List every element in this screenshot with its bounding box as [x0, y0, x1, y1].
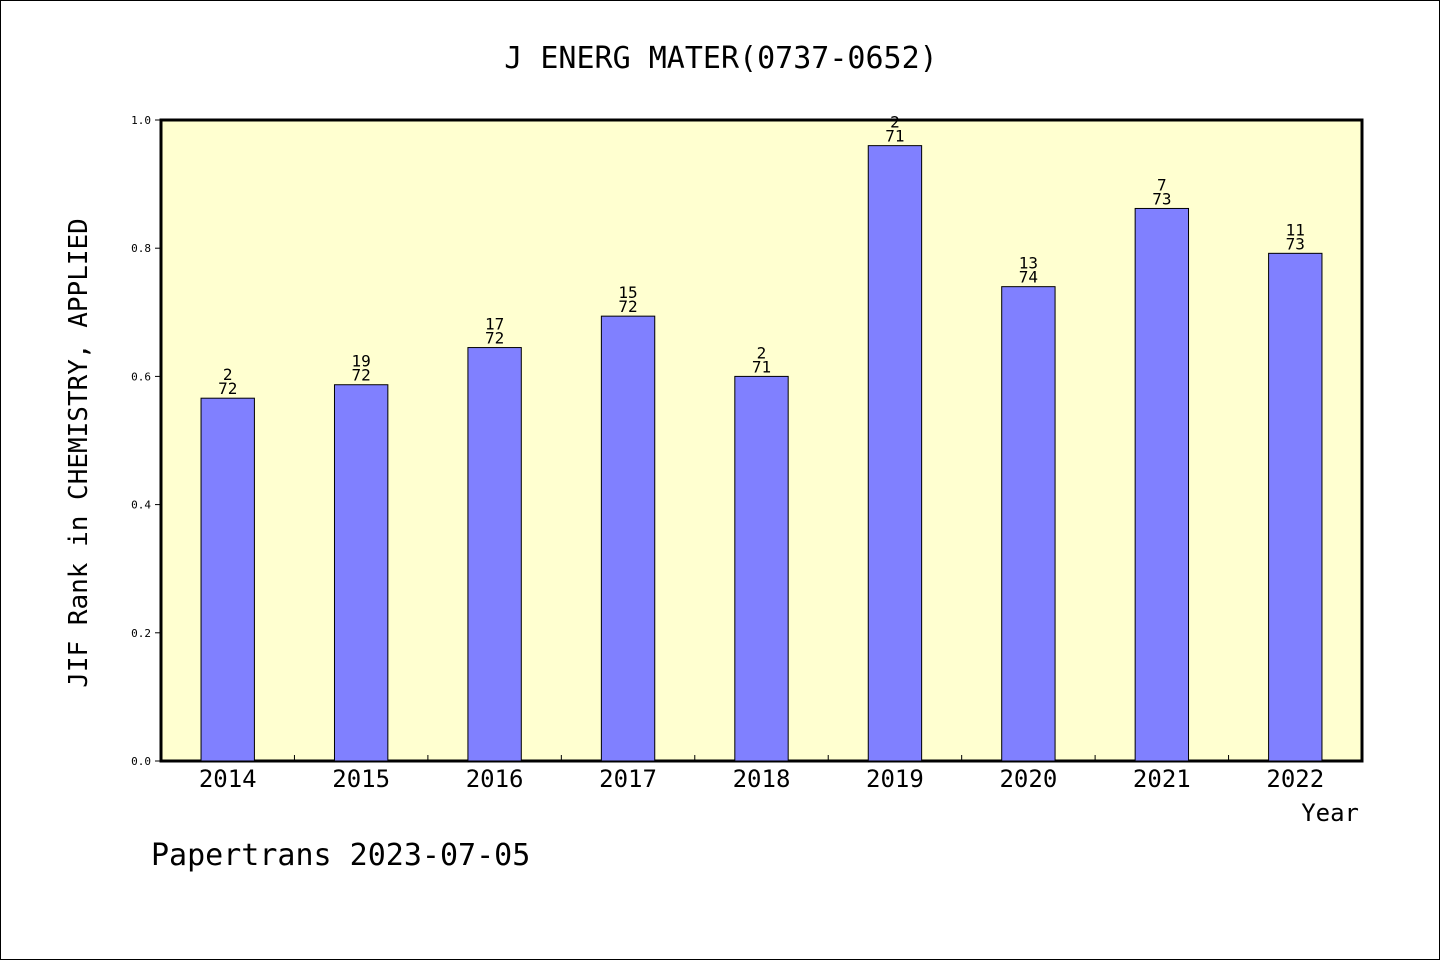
footer-credit: Papertrans 2023-07-05 [151, 838, 530, 873]
x-tick-label: 2016 [466, 765, 524, 793]
bar-rank-label: 2 [890, 113, 900, 132]
y-tick-label: 0.4 [131, 499, 151, 512]
bar-rank-label: 15 [618, 283, 637, 302]
bar-total-label: 72 [485, 329, 504, 348]
bar-total-label: 71 [885, 127, 904, 146]
x-tick-label: 2022 [1266, 765, 1324, 793]
x-axis: 2014 2015 2016 2017 2018 2019 2020 2021 2022 [199, 755, 1324, 793]
bar-total-label: 72 [352, 366, 371, 385]
bar-rank-label: 13 [1019, 254, 1038, 273]
bar-total-label: 72 [218, 379, 237, 398]
bar [734, 375, 789, 762]
x-tick-label: 2019 [866, 765, 924, 793]
x-tick-label: 2014 [199, 765, 257, 793]
bar [867, 145, 923, 762]
y-tick-label: 0.0 [131, 755, 151, 768]
bar [200, 397, 255, 762]
bar [600, 315, 656, 762]
bar-total-label: 73 [1286, 234, 1305, 253]
bar [1134, 207, 1190, 762]
y-tick-label: 0.2 [131, 627, 151, 640]
bar-rank-label: 19 [352, 352, 371, 371]
chart-title: J ENERG MATER(0737-0652) [504, 41, 937, 76]
bar [333, 384, 389, 762]
bar [1001, 286, 1056, 762]
x-tick-label: 2021 [1133, 765, 1191, 793]
x-tick-label: 2020 [999, 765, 1057, 793]
bar-total-label: 73 [1152, 189, 1171, 208]
x-tick-label: 2018 [733, 765, 791, 793]
bar-rank-label: 11 [1286, 220, 1305, 239]
bar-total-label: 71 [752, 357, 771, 376]
y-axis-label: JIF Rank in CHEMISTRY, APPLIED [64, 218, 94, 688]
x-tick-label: 2017 [599, 765, 657, 793]
y-tick-label: 0.6 [131, 370, 151, 383]
x-tick-label: 2015 [332, 765, 390, 793]
bar-total-label: 72 [618, 297, 637, 316]
bar [467, 347, 522, 762]
y-tick-label: 0.8 [131, 242, 151, 255]
y-tick-label: 1.0 [131, 114, 151, 127]
bar [1268, 252, 1323, 762]
y-axis: 0.0 0.2 0.4 0.6 0.8 1.0 [131, 114, 161, 768]
bar-rank-label: 17 [485, 315, 504, 334]
bar-rank-label: 2 [223, 365, 233, 384]
bar-rank-label: 7 [1157, 175, 1167, 194]
bar-rank-label: 2 [757, 343, 767, 362]
x-axis-label: Year [1301, 799, 1359, 827]
bar-total-label: 74 [1019, 268, 1038, 287]
